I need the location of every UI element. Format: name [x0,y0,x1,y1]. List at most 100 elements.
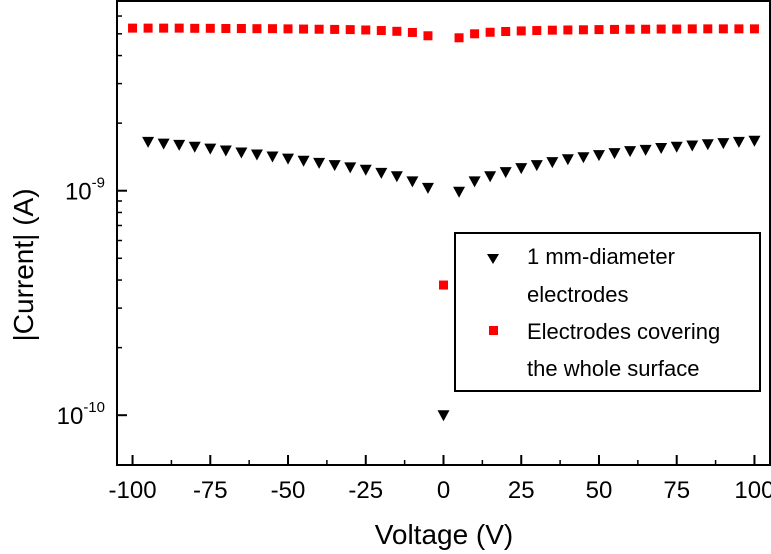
x-tick-label: 100 [734,477,771,504]
series2-point [656,24,666,34]
series2-point [563,25,573,35]
series1-point [686,140,699,152]
legend-marker-square [489,326,498,335]
series2-point [610,24,620,34]
series1-point [453,186,466,198]
series2-point [267,24,277,34]
series2-point [641,24,651,34]
series2-point [687,24,697,34]
series2-point [594,25,604,35]
series2-point [221,23,231,33]
series2-point [299,24,309,34]
series2-point [252,24,262,34]
series1-point [732,136,745,148]
series1-point [142,136,155,148]
series2-point [345,25,355,35]
series2-point [470,29,480,39]
series2-point [718,24,728,34]
series2-point [485,27,495,37]
x-tick-label: -25 [348,477,383,504]
series1-point [608,148,621,160]
x-tick-label: -75 [193,477,228,504]
x-tick-label: 75 [663,477,690,504]
x-tick-label: 0 [437,477,450,504]
series2-point [174,23,184,33]
series1-point [421,182,434,194]
legend-marker-triangle [487,254,499,264]
series1-point [297,155,310,167]
x-tick-label: 25 [508,477,535,504]
series2-point [143,23,153,33]
series1-point [624,146,637,158]
series2-point [376,26,386,36]
series2-point [128,23,138,33]
legend-label-series2-line2: the whole surface [527,356,699,381]
series1-point [437,410,450,422]
x-tick-label: 50 [586,477,613,504]
series1-point [204,143,217,155]
series-layer [128,23,761,422]
series1-point [266,151,279,163]
series2-point [749,24,759,34]
series2-point [547,25,557,35]
series2-point [283,24,293,34]
series2-point [423,31,433,41]
series1-point [484,171,497,183]
series2-point [516,26,526,36]
series2-point [392,26,402,36]
legend-label-series1-line1: 1 mm-diameter [527,244,675,269]
series1-point [515,163,528,175]
series1-point [577,152,590,164]
series1-point [250,149,263,161]
series1-point [188,141,201,153]
y-tick-label: 10-9 [65,175,105,206]
y-axis-title: |Current| (A) [8,188,39,341]
series2-point [625,24,635,34]
series1-point [639,144,652,156]
series1-point [530,160,543,172]
series2-point [159,23,169,33]
legend-box [454,232,761,392]
series2-point [532,26,542,36]
series1-point [282,153,295,165]
series1-point [499,167,512,179]
series1-point [592,150,605,162]
x-axis-ticks: -100 -75 -50 -25 0 25 50 75 100 [109,455,771,504]
series1-point [328,160,341,172]
x-tick-label: -50 [271,477,306,504]
series1-point [670,141,683,153]
series1-point [748,135,761,147]
series2-point [190,23,200,33]
series2-point [361,25,371,35]
series1-point [406,176,419,188]
series2-point [501,26,511,36]
series2-point [205,23,215,33]
series2-point [407,27,417,37]
series2-point [330,24,340,34]
series2-point [314,24,324,34]
series1-point [717,138,730,150]
legend-label-series2-line1: Electrodes covering [527,319,720,344]
series2-point [734,24,744,34]
series2-point [578,25,588,35]
series1-point [157,138,170,150]
series1-point [375,167,388,179]
series1-point [313,157,326,169]
series1-point [359,164,372,176]
series2-point [672,24,682,34]
series1-point [219,145,232,157]
y-tick-label: 10-10 [57,399,105,430]
series1-point [235,147,248,159]
series1-point [468,176,481,188]
series2-point [454,33,464,43]
series1-point [655,142,668,154]
series2-point [236,23,246,33]
x-axis-title: Voltage (V) [375,519,514,550]
legend-label-series1-line2: electrodes [527,282,629,307]
y-axis-ticks: 10-10 10-9 [57,15,127,466]
series1-point [701,139,714,151]
series1-point [344,162,357,174]
series2-point [703,24,713,34]
x-tick-label: -100 [109,477,157,504]
